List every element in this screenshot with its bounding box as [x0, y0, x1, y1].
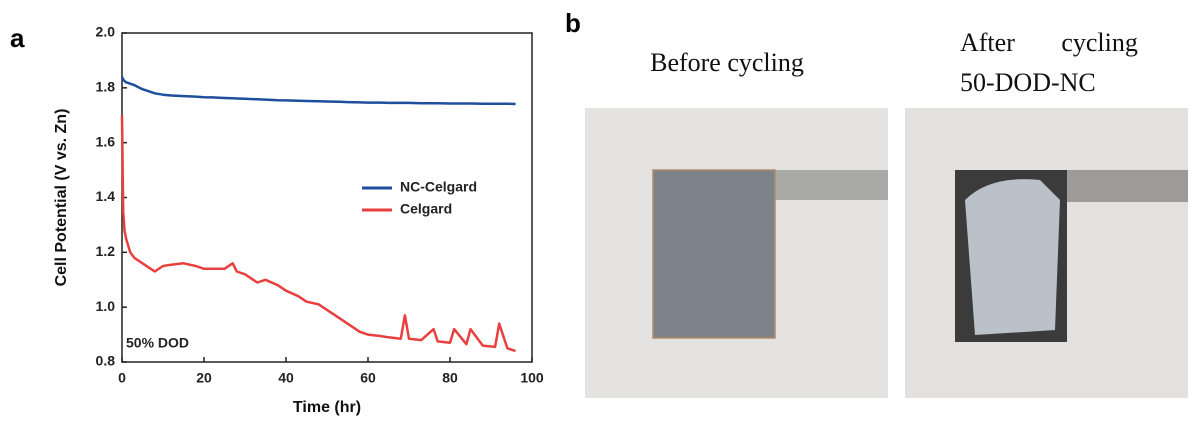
photo [905, 108, 1188, 398]
plot-frame [121, 32, 533, 363]
line [120, 76, 516, 106]
y-tick-label: 1.8 [96, 79, 116, 95]
x-tick-label: 60 [360, 370, 376, 386]
y-axis-label: Cell Potential (V vs. Zn) [53, 109, 70, 287]
photo-caption: 50-DOD-NC [960, 68, 1096, 97]
photo [585, 108, 888, 398]
photo-caption: Before cycling [650, 48, 804, 77]
legend-label: Celgard [400, 201, 452, 217]
panel-label: b [565, 8, 581, 38]
y-tick-label: 1.0 [96, 298, 116, 314]
y-tick-label: 1.2 [96, 243, 116, 259]
annotation: 50% DOD [126, 335, 189, 351]
y-tick-label: 2.0 [96, 24, 116, 40]
x-tick-label: 80 [442, 370, 458, 386]
x-tick-label: 40 [278, 370, 294, 386]
photo-caption: After cycling [960, 28, 1138, 57]
x-tick-label: 0 [118, 370, 126, 386]
x-tick-label: 100 [520, 370, 544, 386]
legend-label: NC-Celgard [400, 179, 477, 195]
x-axis-label: Time (hr) [293, 399, 361, 416]
x-tick-label: 20 [196, 370, 212, 386]
y-tick-label: 0.8 [96, 353, 116, 369]
line [120, 115, 516, 353]
y-tick-label: 1.4 [96, 188, 116, 204]
y-tick-label: 1.6 [96, 133, 116, 149]
panel-label: a [10, 23, 25, 53]
